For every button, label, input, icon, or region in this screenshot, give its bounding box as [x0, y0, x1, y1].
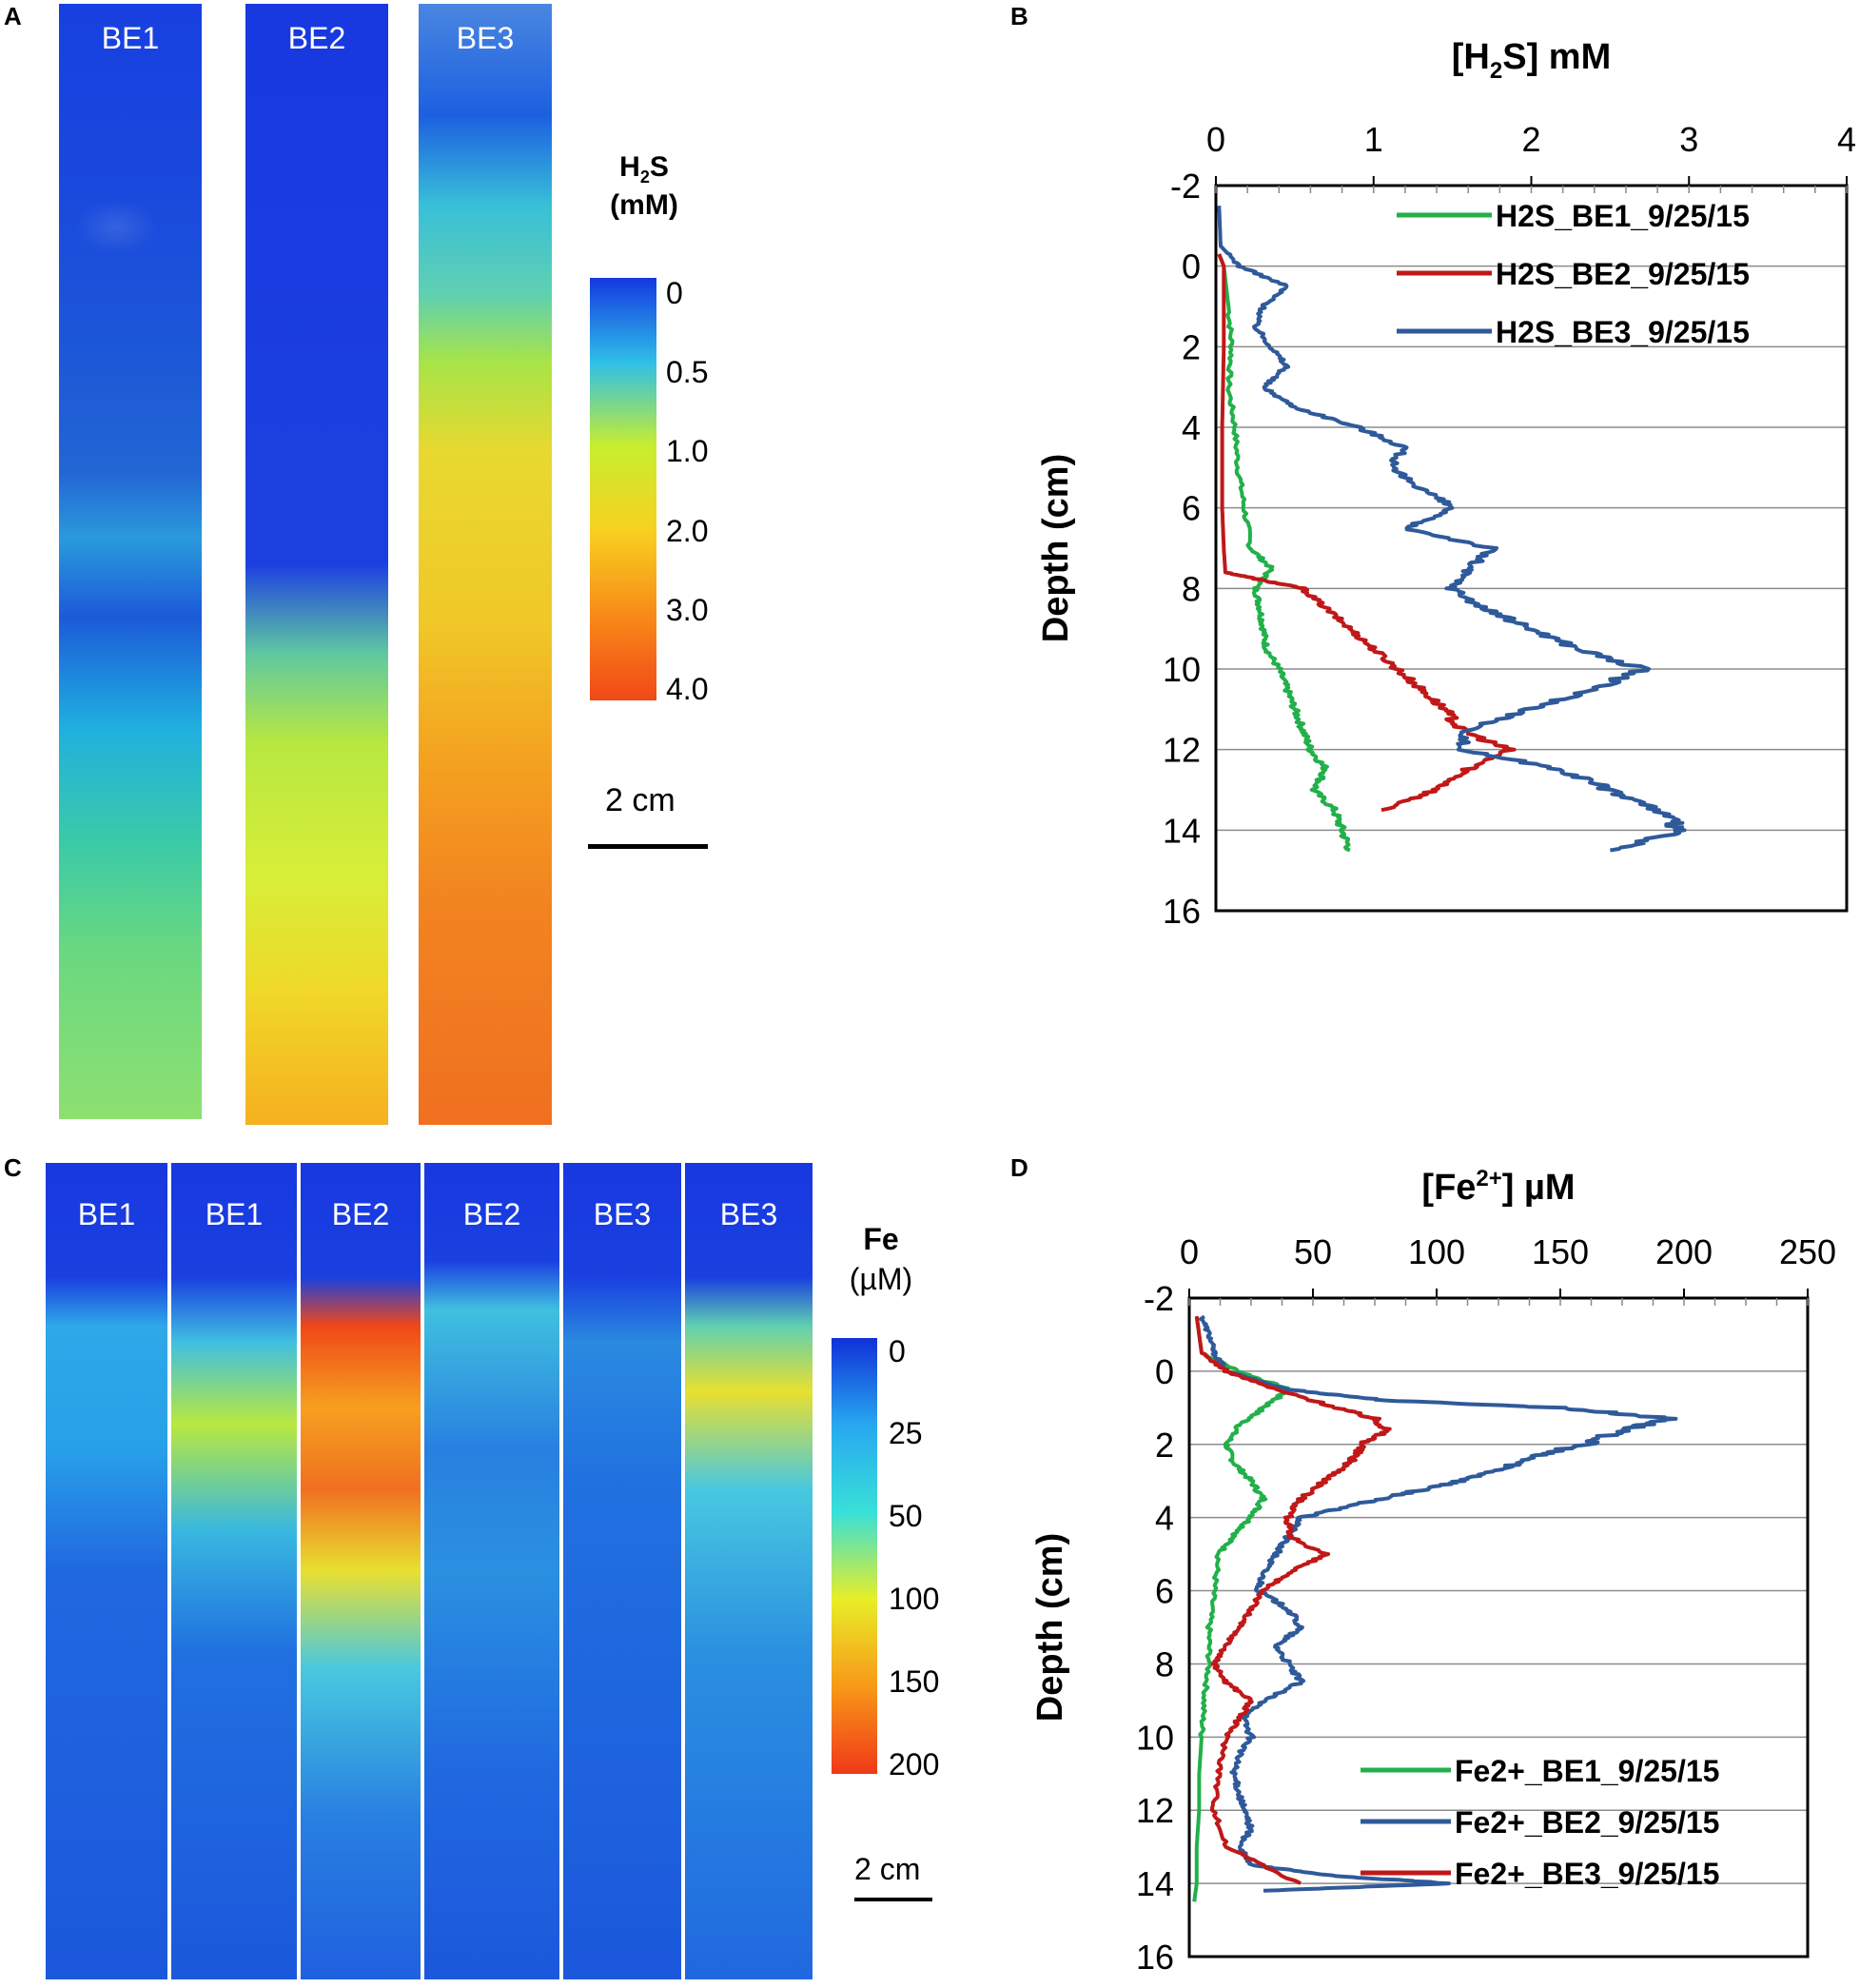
core-label-be1: BE1: [101, 21, 160, 55]
h2s-colorbar-title-s: S: [649, 151, 669, 183]
y-tick-label: 8: [1182, 569, 1201, 608]
h2s-colorbar: [590, 278, 656, 700]
y-tick-label: 10: [1136, 1718, 1174, 1757]
h2s-colorbar-tick: 3.0: [666, 593, 709, 627]
y-tick-label: 2: [1155, 1426, 1174, 1465]
y-tick-label: 16: [1136, 1938, 1174, 1977]
h2s-core-image-be2: BE2: [245, 4, 388, 1125]
legend-label: Fe2+_BE1_9/25/15: [1455, 1754, 1719, 1788]
h2s-colorbar-unit: (mM): [610, 188, 678, 221]
panel-label-a: A: [4, 2, 22, 30]
panel-label-b: B: [1010, 2, 1028, 30]
series-line-2: [1217, 206, 1687, 853]
y-tick-label: 8: [1155, 1644, 1174, 1683]
x-tick-label: 0: [1180, 1232, 1199, 1271]
y-tick-label: 16: [1163, 892, 1201, 931]
fe-core-label: BE3: [719, 1197, 778, 1231]
fe-core-image-be3-b: BE3: [685, 1163, 813, 1979]
h2s-colorbar-tick: 1.0: [666, 434, 709, 468]
legend-label: H2S_BE2_9/25/15: [1496, 257, 1750, 291]
chart-title: [Fe2+] µM: [1421, 1166, 1575, 1208]
scale-bar-a: [588, 844, 708, 849]
x-tick-label: 50: [1294, 1232, 1332, 1271]
y-tick-label: 10: [1163, 650, 1201, 689]
h2s-colorbar-tick: 0.5: [666, 355, 709, 389]
series-line-1: [1217, 252, 1517, 813]
scale-bar-c: [854, 1898, 932, 1901]
chart-title: [H2S] mM: [1452, 37, 1611, 84]
h2s-colorbar-tick: 0: [666, 276, 683, 310]
y-tick-label: 12: [1163, 731, 1201, 770]
x-tick-label: 3: [1679, 120, 1698, 159]
panel-label-c: C: [4, 1153, 22, 1182]
y-tick-label: 12: [1136, 1791, 1174, 1830]
panel-label-d: D: [1010, 1153, 1028, 1182]
fe-colorbar-tick: 50: [889, 1499, 923, 1533]
y-tick-label: 2: [1182, 327, 1201, 366]
x-tick-label: 4: [1837, 120, 1856, 159]
x-tick-label: 1: [1364, 120, 1383, 159]
fe-colorbar-tick: 25: [889, 1416, 923, 1450]
h2s-core-image-be1: BE1: [59, 4, 202, 1119]
fe-colorbar-unit: (µM): [849, 1261, 913, 1296]
series-line-0: [1217, 252, 1351, 853]
x-tick-label: 150: [1532, 1232, 1589, 1271]
fe-colorbar-title: Fe (µM): [837, 1220, 925, 1299]
series-line-1: [1199, 1314, 1678, 1893]
fe-profile-chart: [Fe2+] µM0 50 100 150 200 250-20246810121416D…: [1030, 1166, 1836, 1977]
plot-frame: [1214, 184, 1849, 913]
series-line-2: [1194, 1315, 1392, 1885]
y-tick-label: 4: [1182, 408, 1201, 447]
x-tick-label: 250: [1779, 1232, 1836, 1271]
y-tick-label: 0: [1155, 1352, 1174, 1391]
y-tick-label: -2: [1144, 1279, 1174, 1318]
h2s-colorbar-title-sub: 2: [639, 167, 650, 187]
y-tick-label: 6: [1155, 1572, 1174, 1611]
y-axis-label: Depth (cm): [1036, 454, 1076, 642]
h2s-colorbar-tick: 2.0: [666, 514, 709, 548]
scale-label-a: 2 cm: [605, 782, 675, 818]
x-tick-label: 0: [1206, 120, 1225, 159]
fe-colorbar-title-text: Fe: [863, 1222, 899, 1256]
scale-label-c: 2 cm: [854, 1852, 921, 1886]
core-label-be2: BE2: [287, 21, 346, 55]
y-tick-label: 4: [1155, 1499, 1174, 1538]
y-tick-label: 0: [1182, 247, 1201, 286]
fe-core-label: BE1: [77, 1197, 136, 1231]
legend-label: H2S_BE3_9/25/15: [1496, 315, 1750, 349]
h2s-colorbar-title-h: H: [619, 151, 640, 183]
legend-label: Fe2+_BE2_9/25/15: [1455, 1805, 1719, 1840]
core-label-be3: BE3: [456, 21, 515, 55]
legend-label: Fe2+_BE3_9/25/15: [1455, 1857, 1719, 1891]
x-tick-label: 200: [1655, 1232, 1713, 1271]
y-tick-label: 14: [1136, 1864, 1174, 1903]
fe-colorbar-tick: 0: [889, 1334, 906, 1368]
fe-core-image-be2-b: BE2: [424, 1163, 559, 1979]
fe-core-label: BE2: [331, 1197, 390, 1231]
fe-core-image-be3-a: BE3: [563, 1163, 681, 1979]
legend-label: H2S_BE1_9/25/15: [1496, 199, 1750, 233]
fe-colorbar-tick: 150: [889, 1664, 940, 1699]
x-tick-label: 100: [1408, 1232, 1465, 1271]
fe-core-label: BE1: [205, 1197, 264, 1231]
y-tick-label: -2: [1170, 167, 1201, 206]
fe-core-label: BE3: [593, 1197, 652, 1231]
fe-colorbar-tick: 200: [889, 1747, 940, 1781]
fe-core-image-be2-a: BE2: [301, 1163, 421, 1979]
y-axis-label: Depth (cm): [1030, 1533, 1070, 1722]
h2s-colorbar-title: H2S (mM): [582, 150, 706, 223]
fe-core-image-be1-a: BE1: [46, 1163, 167, 1979]
x-tick-label: 2: [1521, 120, 1540, 159]
y-tick-label: 6: [1182, 489, 1201, 528]
h2s-core-image-be3: BE3: [419, 4, 552, 1125]
h2s-colorbar-tick: 4.0: [666, 672, 709, 706]
y-tick-label: 14: [1163, 811, 1201, 850]
fe-core-image-be1-b: BE1: [171, 1163, 297, 1979]
fe-colorbar: [832, 1338, 877, 1774]
fe-colorbar-tick: 100: [889, 1582, 940, 1616]
series-line-0: [1192, 1315, 1290, 1902]
fe-core-label: BE2: [462, 1197, 521, 1231]
